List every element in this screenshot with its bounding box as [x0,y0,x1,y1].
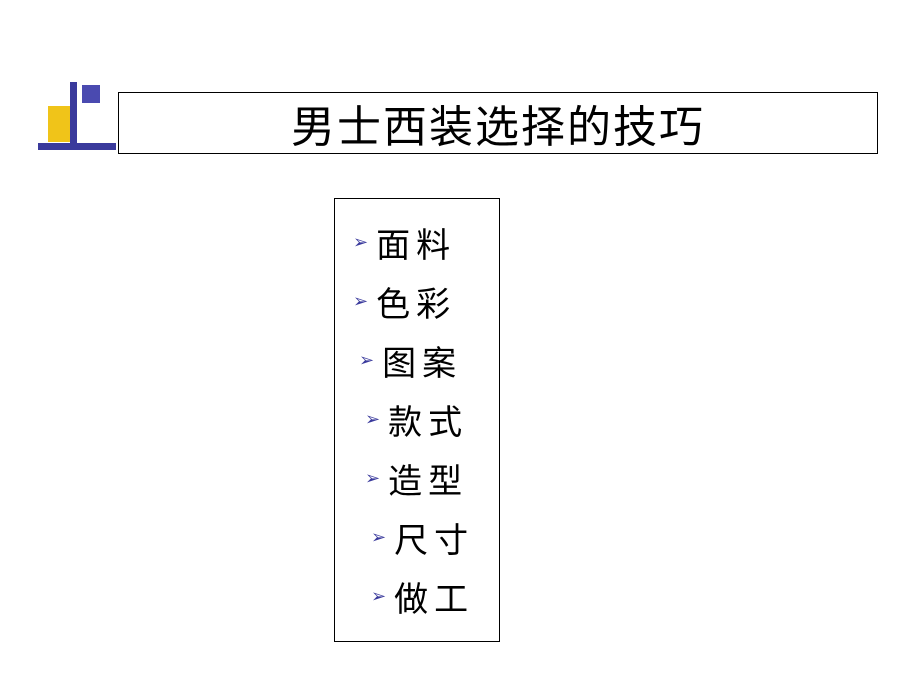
list-item-text: 尺寸 [394,513,474,562]
bullet-icon: ➢ [371,586,386,607]
deco-blue-square [82,85,100,103]
list-item: ➢ 面料 [345,213,489,272]
list-item: ➢ 款式 [345,390,489,449]
slide-decoration [38,82,116,150]
bullet-icon: ➢ [365,409,380,430]
title-container: 男士西装选择的技巧 [118,92,878,154]
list-item: ➢ 造型 [345,449,489,508]
list-item-text: 款式 [388,395,468,444]
deco-yellow-square [48,106,70,142]
deco-blue-vertical [70,82,77,150]
bullet-icon: ➢ [353,291,368,312]
list-container: ➢ 面料 ➢ 色彩 ➢ 图案 ➢ 款式 ➢ 造型 ➢ 尺寸 ➢ 做工 [334,198,500,642]
bullet-icon: ➢ [365,468,380,489]
list-item-text: 色彩 [376,277,456,326]
list-item: ➢ 色彩 [345,272,489,331]
bullet-icon: ➢ [353,232,368,253]
list-item-text: 造型 [388,454,468,503]
list-item-text: 面料 [376,218,456,267]
deco-blue-horizontal [38,143,116,150]
list-item: ➢ 图案 [345,331,489,390]
slide-title: 男士西装选择的技巧 [291,91,705,155]
bullet-icon: ➢ [371,527,386,548]
list-item: ➢ 做工 [345,567,489,626]
list-item-text: 图案 [382,336,462,385]
list-item-text: 做工 [394,572,474,621]
list-item: ➢ 尺寸 [345,508,489,567]
bullet-icon: ➢ [359,350,374,371]
